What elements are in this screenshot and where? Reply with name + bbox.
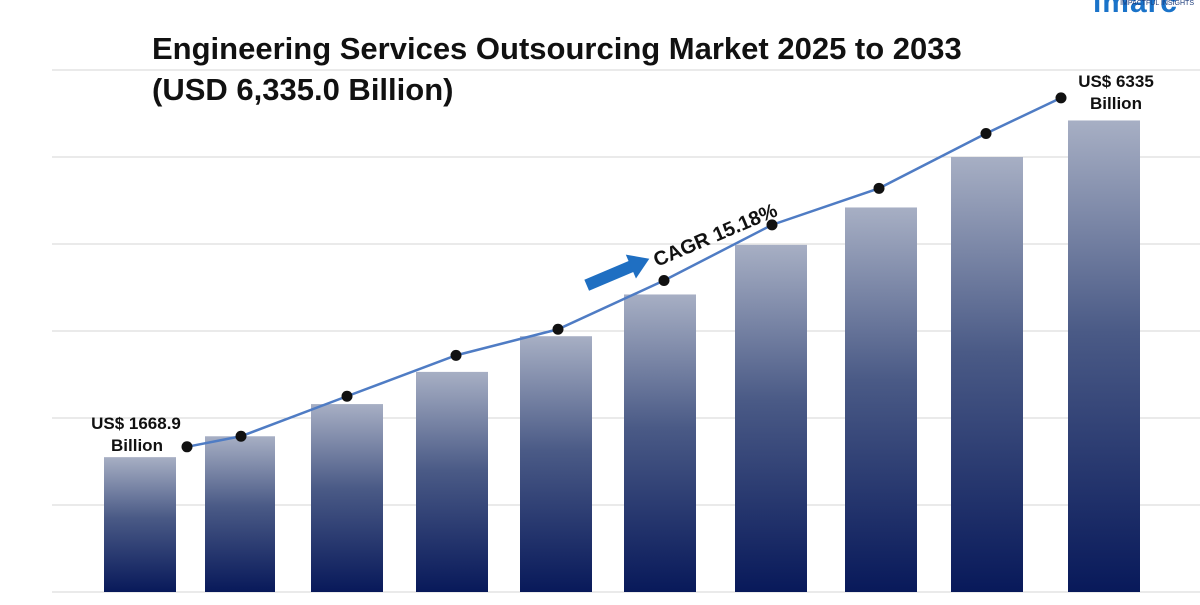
trend-point-7 [766, 219, 778, 231]
trend-point-2 [235, 430, 247, 442]
bar-8 [845, 207, 917, 592]
trend-point-3 [341, 390, 353, 402]
brand-tagline: IMPACTFUL INSIGHTS [1120, 0, 1194, 7]
title-line-2: (USD 6,335.0 Billion) [152, 72, 454, 107]
trend-point-8 [873, 182, 885, 194]
trend-point-6 [658, 275, 670, 287]
trend-point-5 [552, 323, 564, 335]
trend-point-4 [450, 349, 462, 361]
bar-7 [735, 244, 807, 592]
trend-point-10 [1055, 92, 1067, 104]
cagr-arrow-icon [584, 254, 650, 291]
chart-title: Engineering Services Outsourcing Market … [152, 28, 962, 110]
title-line-1: Engineering Services Outsourcing Market … [152, 31, 962, 66]
trend-line [186, 96, 1062, 449]
end-value-unit: Billion [1090, 94, 1142, 113]
bar-1 [104, 457, 176, 592]
brand-logo: imarc [1092, 0, 1178, 19]
bar-3 [311, 404, 383, 592]
start-value-label: US$ 1668.9 [91, 414, 181, 433]
start-value-unit: Billion [111, 436, 163, 455]
bar-5 [520, 336, 592, 592]
bar-2 [205, 436, 275, 592]
trend-point-9 [980, 128, 992, 140]
bar-4 [416, 371, 488, 592]
bar-9 [951, 157, 1023, 592]
bar-6 [624, 294, 696, 592]
trend-point-1 [181, 441, 193, 453]
bar-10 [1068, 120, 1140, 593]
end-value-label: US$ 6335 [1078, 72, 1154, 91]
